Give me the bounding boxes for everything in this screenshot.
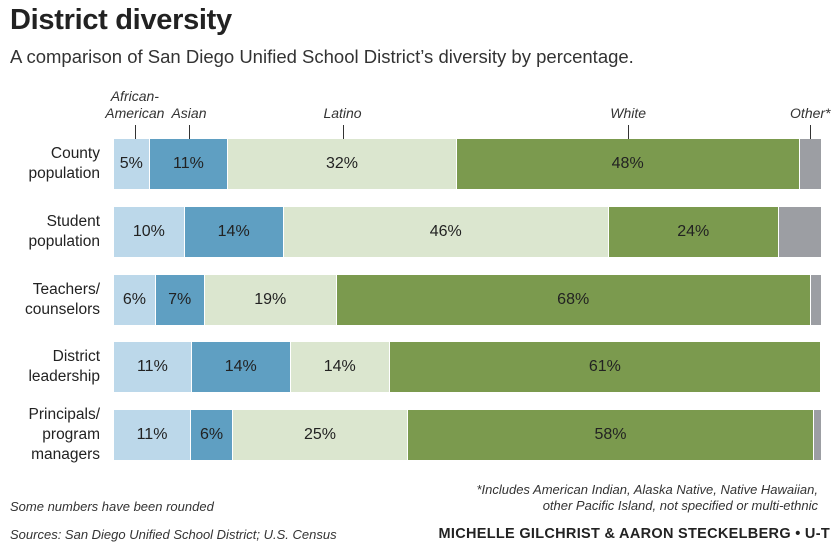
bar-segment-white: 24% [608, 207, 779, 257]
row-label-line: County [50, 145, 100, 162]
bar-segment-african-american: 11% [114, 342, 192, 392]
row-label-line: Teachers/ [32, 281, 100, 298]
footnote-line-2: other Pacific Island, not specified or m… [542, 498, 818, 513]
row-label-line: managers [31, 446, 100, 463]
bar-segment-latino: 19% [204, 275, 337, 325]
bar-segment-latino: 46% [283, 207, 609, 257]
bar-segment-asian: 14% [191, 342, 291, 392]
bar-district-leadership: 11% 14% 14% 61% [114, 342, 821, 392]
bar-segment-african-american: 11% [114, 410, 191, 460]
row-label-line: program [42, 426, 100, 443]
legend-label-white: White [583, 105, 673, 122]
bar-county-population: 5% 11% 32% 48% [114, 139, 821, 189]
data-label: 11% [136, 358, 168, 375]
data-label: 61% [588, 358, 621, 375]
bar-segment-other [799, 139, 821, 189]
legend-label-line: Asian [171, 105, 207, 121]
chart-subtitle: A comparison of San Diego Unified School… [10, 46, 634, 67]
data-label: 48% [611, 155, 644, 172]
chart-title: District diversity [10, 4, 232, 36]
bar-segment-other [814, 410, 821, 460]
bar-segment-white: 68% [336, 275, 811, 325]
legend-tick [134, 125, 136, 145]
legend-label-asian: Asian [144, 105, 234, 122]
row-label-district-leadership: District leadership [28, 347, 100, 387]
bar-segment-white: 58% [408, 410, 814, 460]
legend-label-line: White [610, 105, 647, 121]
data-label: 10% [132, 223, 165, 240]
data-label: 11% [173, 155, 204, 172]
data-label: 5% [119, 155, 143, 172]
data-label: 11% [136, 426, 168, 443]
legend-tick [342, 125, 344, 145]
data-label: 6% [199, 426, 224, 443]
bar-segment-african-american: 5% [114, 139, 150, 189]
data-label: 7% [168, 291, 192, 308]
row-label-line: Student [46, 213, 100, 230]
bar-segment-african-american: 6% [114, 275, 156, 325]
bar-segment-asian: 6% [191, 410, 233, 460]
row-label-line: counselors [25, 301, 100, 318]
bar-segment-asian: 14% [184, 207, 284, 257]
data-label: 25% [303, 426, 337, 443]
bar-segment-other [778, 207, 821, 257]
data-label: 14% [217, 223, 250, 240]
row-label-student-population: Student population [28, 212, 100, 252]
row-label-line: Principals/ [28, 406, 101, 423]
legend-tick [628, 125, 630, 145]
bar-teachers-counselors: 6% 7% 19% 68% [114, 275, 821, 325]
footnote: *Includes American Indian, Alaska Native… [476, 482, 818, 514]
row-label-teachers-counselors: Teachers/counselors [25, 280, 100, 320]
data-label: 19% [254, 291, 287, 308]
bar-segment-asian: 11% [149, 139, 229, 189]
data-label: 68% [557, 291, 590, 308]
credit: MICHELLE GILCHRIST & AARON STECKELBERG •… [438, 526, 830, 542]
legend-label-african-american: African- American [90, 88, 180, 122]
bar-segment-latino: 25% [233, 410, 408, 460]
data-label: 58% [594, 426, 627, 443]
bar-student-population: 10% 14% 46% 24% [114, 207, 821, 257]
legend-label-line: American [105, 105, 165, 121]
data-label: 14% [224, 358, 257, 375]
legend-label-line: Other* [790, 105, 831, 121]
bar-principals-program-managers: 11% 6% 25% 58% [114, 410, 821, 460]
row-label-line: leadership [28, 368, 100, 385]
footnote-line-1: *Includes American Indian, Alaska Native… [476, 482, 818, 497]
legend-label-other: Other* [765, 105, 840, 122]
bar-segment-asian: 7% [155, 275, 205, 325]
bar-segment-white: 48% [456, 139, 800, 189]
legend-label-line: Latino [323, 105, 362, 121]
data-label: 14% [323, 358, 356, 375]
legend-label-line: African- [110, 88, 159, 104]
bar-segment-latino: 14% [290, 342, 390, 392]
bar-segment-white: 61% [389, 342, 821, 392]
legend-tick [188, 125, 190, 145]
row-label-line: population [28, 165, 100, 182]
row-label-line: population [28, 233, 100, 250]
row-label-county-population: County population [28, 144, 100, 184]
data-label: 6% [122, 291, 146, 308]
row-label-line: District [52, 348, 100, 365]
legend-tick [810, 125, 812, 145]
rounding-note: Some numbers have been rounded [10, 499, 214, 514]
bar-segment-african-american: 10% [114, 207, 185, 257]
data-label: 24% [677, 223, 710, 240]
row-label-principals-program-managers: Principals/program managers [29, 405, 101, 465]
bar-segment-latino: 32% [228, 139, 457, 189]
data-label: 32% [325, 155, 359, 172]
data-label: 46% [429, 223, 462, 240]
legend-label-latino: Latino [298, 105, 388, 122]
bar-segment-other [810, 275, 821, 325]
sources-note: Sources: San Diego Unified School Distri… [10, 527, 337, 542]
